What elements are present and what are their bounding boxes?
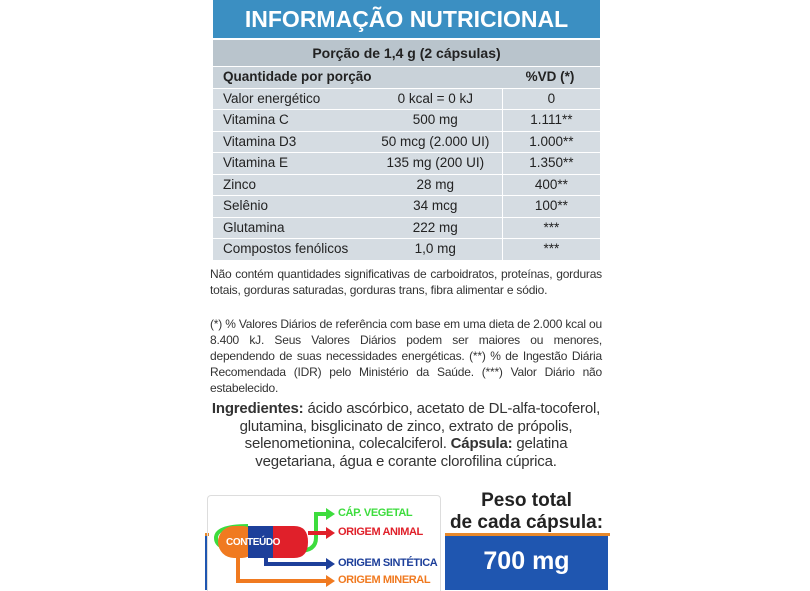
- cell-vd: ***: [501, 217, 600, 238]
- capsule-label: Cápsula:: [450, 435, 513, 452]
- cell-amount: 222 mg: [412, 219, 458, 235]
- diagram-item: CÁP. VEGETAL: [338, 507, 413, 519]
- cell-amount: 1,0 mg: [414, 241, 456, 256]
- cell-vd: 100**: [501, 196, 600, 217]
- table-row: Selênio 34 mcg 100**: [213, 196, 600, 218]
- cell-vd: ***: [501, 239, 600, 260]
- table-row: Glutamina 222 mg ***: [213, 217, 600, 239]
- table-header: Quantidade por porção %VD (*): [213, 67, 600, 89]
- blue-edge: [205, 536, 208, 590]
- nutrition-table: Quantidade por porção %VD (*) Valor ener…: [213, 67, 600, 261]
- table-row: Vitamina D3 50 mcg (2.000 UI) 1.000**: [213, 131, 600, 153]
- page-title: INFORMAÇÃO NUTRICIONAL: [213, 0, 600, 38]
- diagram-center: CONTEÚDO: [226, 537, 281, 548]
- cell-name: Glutamina: [223, 219, 285, 235]
- cell-amount: 0 kcal = 0 kJ: [397, 90, 473, 106]
- weight-label-2: de cada cápsula:: [449, 512, 604, 533]
- cell-amount: 500 mg: [412, 112, 458, 127]
- weight-value: 700 mg: [445, 536, 608, 590]
- cell-amount: 28 mg: [416, 176, 455, 192]
- portion-size: Porção de 1,4 g (2 cápsulas): [213, 40, 600, 66]
- cell-name: Selênio: [223, 198, 269, 213]
- cell-amount: 135 mg (200 UI): [386, 155, 485, 170]
- weight-label-1: Peso total: [481, 490, 572, 511]
- table-row: Zinco 28 mg 400**: [213, 174, 600, 196]
- orange-divider: [445, 533, 610, 536]
- cell-vd: 400**: [501, 174, 600, 195]
- capsule-text: gelatina vegetariana, água e corante clo…: [255, 435, 568, 470]
- ingredients-label: Ingredientes:: [211, 400, 304, 417]
- table-row: Vitamina E 135 mg (200 UI) 1.350**: [213, 153, 600, 175]
- diagram-item: ORIGEM ANIMAL: [338, 526, 423, 538]
- note-not-significant: Não contém quantidades significativas de…: [210, 267, 602, 297]
- cell-vd: 1.000**: [501, 131, 600, 152]
- cell-name: Vitamina E: [223, 155, 289, 170]
- ingredients-text: ácido ascórbico, acetato de DL-alfa-toco…: [239, 400, 601, 452]
- diagram-item: ORIGEM SINTÉTICA: [338, 557, 438, 569]
- ingredients: Ingredientes: ácido ascórbico, acetato d…: [210, 400, 602, 470]
- origin-arrows-icon: [213, 508, 335, 587]
- note-daily-values: (*) % Valores Diários de referência com …: [210, 317, 602, 395]
- cell-name: Valor energético: [223, 90, 321, 106]
- header-vd: %VD (*): [525, 69, 575, 84]
- cell-amount: 34 mcg: [413, 198, 458, 213]
- origin-diagram: CONTEÚDO CÁP. VEGETAL ORIGEM ANIMAL ORIG…: [207, 495, 441, 591]
- cell-name: Compostos fenólicos: [223, 241, 349, 256]
- cell-vd: 0: [501, 88, 600, 109]
- cell-vd: 1.350**: [501, 153, 600, 174]
- table-row: Vitamina C 500 mg 1.111**: [213, 110, 600, 132]
- header-name: Quantidade por porção: [223, 69, 372, 84]
- weight-label: Peso total de cada cápsula:: [445, 490, 608, 534]
- cell-name: Zinco: [223, 176, 257, 192]
- cell-amount: 50 mcg (2.000 UI): [381, 133, 490, 149]
- cell-name: Vitamina D3: [223, 133, 297, 149]
- table-row: Compostos fenólicos 1,0 mg ***: [213, 239, 600, 261]
- diagram-item: ORIGEM MINERAL: [338, 574, 431, 586]
- cell-vd: 1.111**: [501, 110, 600, 131]
- cell-name: Vitamina C: [223, 112, 289, 127]
- table-row: Valor energético 0 kcal = 0 kJ 0: [213, 88, 600, 110]
